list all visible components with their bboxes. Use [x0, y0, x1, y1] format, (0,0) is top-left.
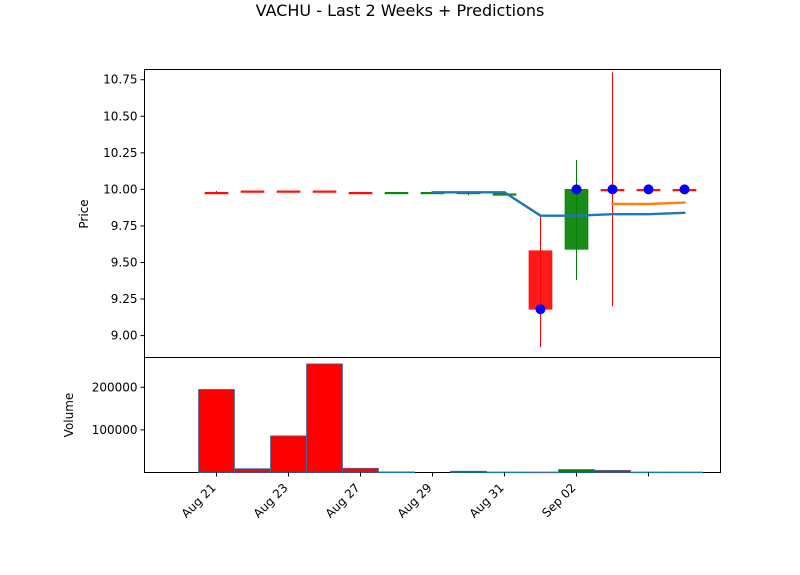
candle-body	[492, 193, 517, 196]
price-y-tick-label: 10.00	[103, 182, 137, 196]
candle-body	[240, 190, 265, 193]
candle-body	[312, 190, 337, 193]
series-line	[431, 191, 686, 217]
volume-bar	[666, 471, 703, 474]
price-y-tick-label: 10.50	[103, 109, 137, 123]
price-y-tick-label: 9.00	[111, 329, 138, 343]
price-y-tick-label: 9.75	[111, 219, 138, 233]
x-tick-label: Aug 21	[179, 481, 219, 521]
volume-bars	[198, 363, 703, 474]
volume-axis-title: Volume	[62, 393, 76, 438]
candlesticks	[204, 72, 697, 348]
volume-bar	[450, 470, 487, 473]
series-line	[611, 201, 686, 206]
price-axis-title: Price	[77, 199, 91, 228]
volume-bar	[558, 469, 595, 473]
volume-bar	[342, 467, 379, 473]
close-markers	[535, 184, 690, 315]
close-marker-point	[679, 184, 690, 195]
candle-body	[348, 192, 373, 195]
candle-body	[528, 250, 553, 310]
volume-y-tick-label: 200000	[92, 380, 138, 394]
x-tick-label: Aug 23	[251, 481, 291, 521]
price-y-tick-label: 10.75	[103, 73, 137, 87]
price-panel: Price 9.00 9.25 9.50 9.75 10.00 10.25 10.50 10.…	[77, 69, 721, 358]
prediction-lines	[431, 191, 686, 217]
volume-y-tick-label: 100000	[92, 423, 138, 437]
chart-title: VACHU - Last 2 Weeks + Predictions	[256, 1, 545, 20]
candle-body	[276, 190, 301, 193]
candle-body	[384, 192, 409, 195]
x-tick-label: Sep 02	[539, 481, 578, 520]
candle-body	[204, 192, 229, 195]
volume-bar	[198, 389, 235, 473]
x-axis-ticks: Aug 21 Aug 23 Aug 27 Aug 29 Aug 31 Sep 02	[179, 472, 649, 521]
volume-bar	[522, 471, 559, 474]
x-tick-label: Aug 31	[467, 481, 507, 521]
volume-bar	[306, 363, 343, 473]
volume-y-ticks: 100000 200000	[92, 380, 145, 437]
close-marker-point	[571, 184, 582, 195]
volume-bar	[270, 435, 307, 473]
price-y-tick-label: 9.25	[111, 292, 138, 306]
price-y-tick-label: 10.25	[103, 146, 137, 160]
close-marker-point	[643, 184, 654, 195]
close-marker-point	[607, 184, 618, 195]
volume-bar	[234, 468, 271, 473]
x-tick-label: Aug 29	[395, 481, 435, 521]
x-tick-label: Aug 27	[323, 481, 363, 521]
price-y-tick-label: 9.50	[111, 255, 138, 269]
volume-bar	[378, 471, 415, 474]
price-y-ticks: 9.00 9.25 9.50 9.75 10.00 10.25 10.50 10.75	[103, 73, 145, 343]
close-marker-point	[535, 304, 546, 315]
volume-bar	[594, 470, 631, 473]
candle-body	[564, 189, 589, 250]
